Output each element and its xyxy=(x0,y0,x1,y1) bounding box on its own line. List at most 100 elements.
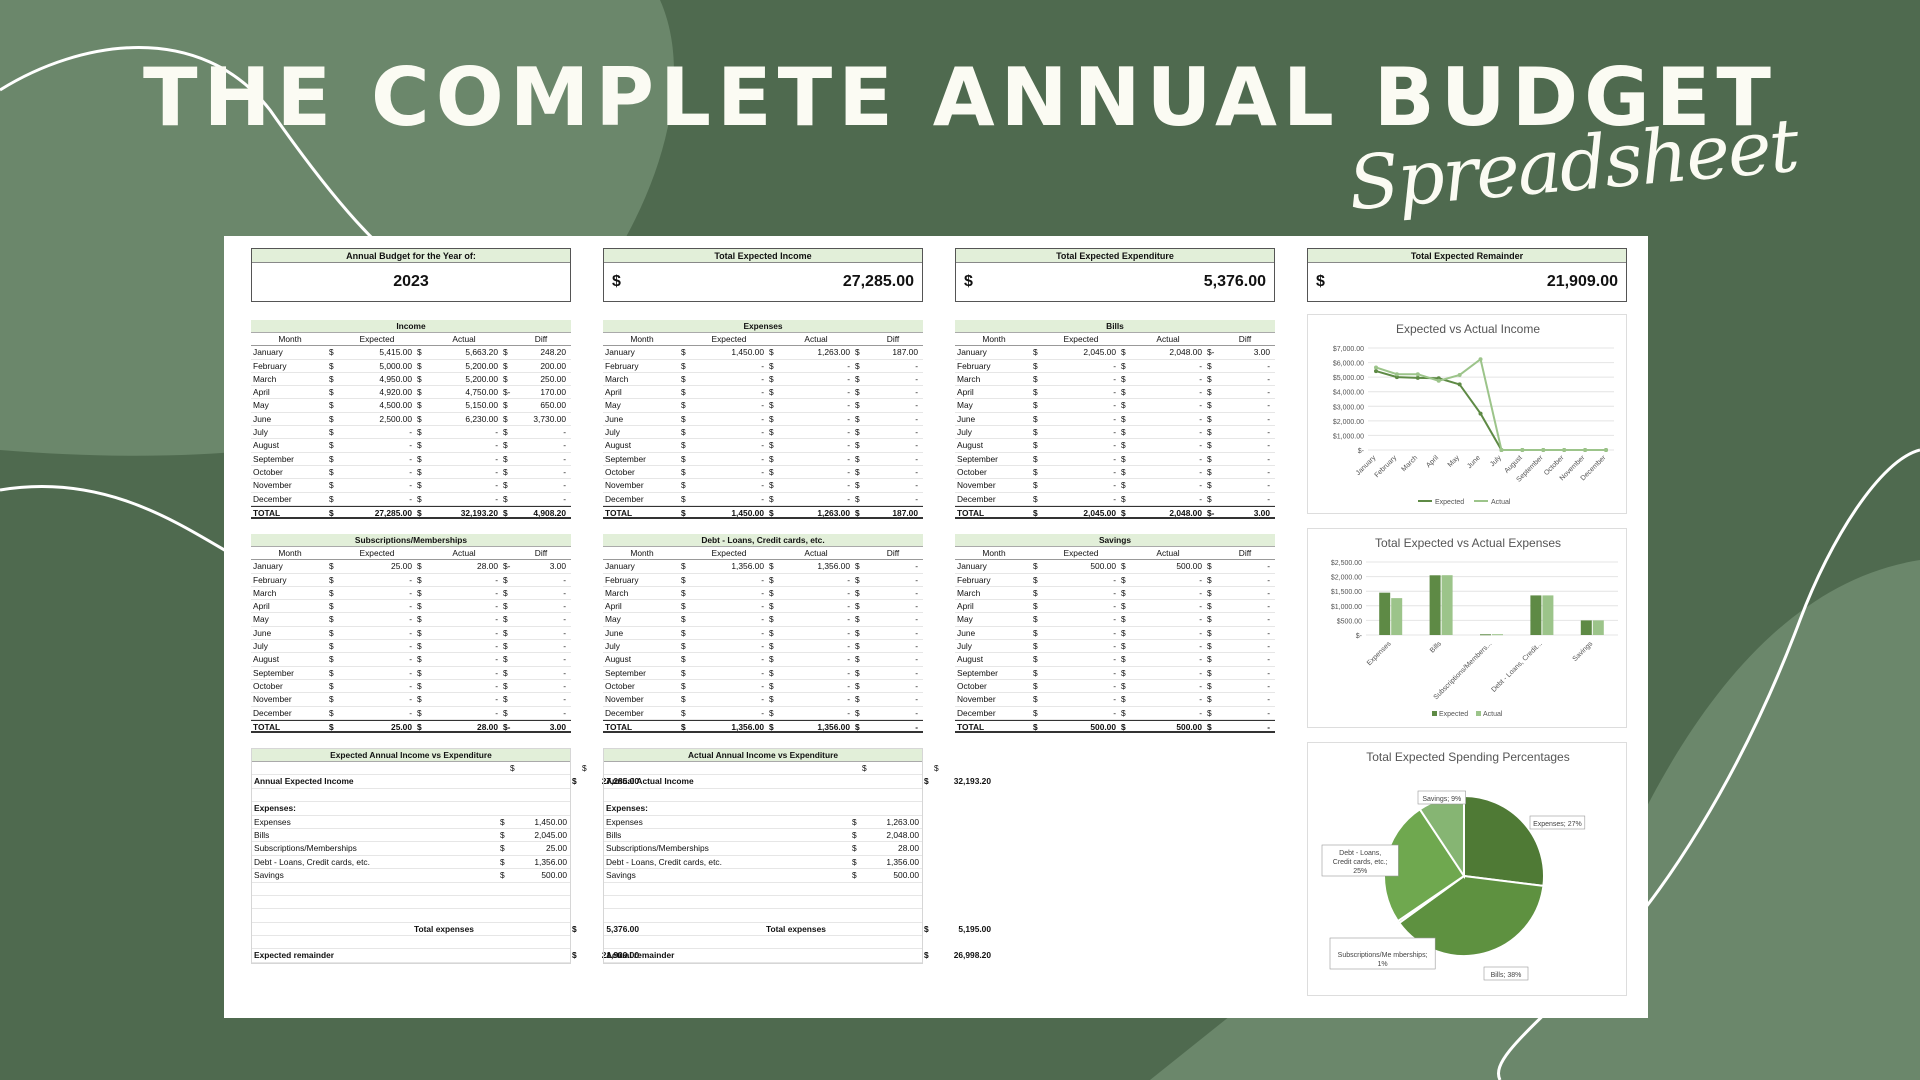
actual-cell[interactable]: - xyxy=(847,667,850,678)
actual-cell[interactable]: - xyxy=(1199,614,1202,625)
expected-cell[interactable]: - xyxy=(761,360,764,371)
expected-cell[interactable]: - xyxy=(1113,360,1116,371)
expected-cell[interactable]: - xyxy=(409,427,412,438)
expected-cell[interactable]: - xyxy=(409,694,412,705)
expected-cell[interactable]: - xyxy=(409,493,412,504)
actual-cell[interactable]: 2,048.00 xyxy=(1169,507,1202,518)
actual-cell[interactable]: - xyxy=(495,614,498,625)
expected-cell[interactable]: - xyxy=(409,601,412,612)
actual-cell[interactable]: - xyxy=(847,480,850,491)
expected-cell[interactable]: - xyxy=(409,641,412,652)
actual-cell[interactable]: - xyxy=(495,707,498,718)
actual-cell[interactable]: - xyxy=(847,466,850,477)
expected-cell[interactable]: - xyxy=(1113,587,1116,598)
expected-cell[interactable]: - xyxy=(409,627,412,638)
expected-cell[interactable]: - xyxy=(761,627,764,638)
expected-cell[interactable]: - xyxy=(1113,680,1116,691)
actual-cell[interactable]: - xyxy=(847,627,850,638)
expected-cell[interactable]: 500.00 xyxy=(1090,561,1116,572)
expected-cell[interactable]: - xyxy=(761,440,764,451)
expected-cell[interactable]: - xyxy=(409,574,412,585)
actual-cell[interactable]: 5,150.00 xyxy=(465,400,498,411)
expected-cell[interactable]: 1,450.00 xyxy=(731,347,764,358)
expected-cell[interactable]: - xyxy=(409,453,412,464)
expected-cell[interactable]: - xyxy=(1113,480,1116,491)
actual-cell[interactable]: 500.00 xyxy=(1176,721,1202,732)
actual-cell[interactable]: - xyxy=(1199,400,1202,411)
expected-cell[interactable]: - xyxy=(761,614,764,625)
expected-cell[interactable]: - xyxy=(761,480,764,491)
actual-cell[interactable]: - xyxy=(495,574,498,585)
actual-cell[interactable]: 2,048.00 xyxy=(1169,347,1202,358)
expected-cell[interactable]: - xyxy=(409,440,412,451)
actual-cell[interactable]: - xyxy=(1199,667,1202,678)
actual-cell[interactable]: - xyxy=(495,667,498,678)
actual-cell[interactable]: - xyxy=(847,614,850,625)
expected-cell[interactable]: 4,500.00 xyxy=(379,400,412,411)
actual-cell[interactable]: - xyxy=(847,360,850,371)
expected-cell[interactable]: 4,920.00 xyxy=(379,387,412,398)
expected-cell[interactable]: - xyxy=(761,453,764,464)
expected-cell[interactable]: - xyxy=(1113,453,1116,464)
expected-cell[interactable]: - xyxy=(761,574,764,585)
actual-cell[interactable]: - xyxy=(1199,601,1202,612)
actual-cell[interactable]: 28.00 xyxy=(477,561,498,572)
expected-cell[interactable]: - xyxy=(1113,627,1116,638)
expected-cell[interactable]: - xyxy=(761,373,764,384)
expected-cell[interactable]: - xyxy=(761,680,764,691)
actual-cell[interactable]: - xyxy=(847,373,850,384)
actual-cell[interactable]: - xyxy=(1199,627,1202,638)
expected-cell[interactable]: 1,356.00 xyxy=(731,721,764,732)
actual-cell[interactable]: 4,750.00 xyxy=(465,387,498,398)
actual-cell[interactable]: - xyxy=(847,694,850,705)
expected-cell[interactable]: - xyxy=(409,466,412,477)
actual-cell[interactable]: - xyxy=(847,601,850,612)
expected-cell[interactable]: - xyxy=(761,387,764,398)
actual-cell[interactable]: - xyxy=(495,587,498,598)
expected-cell[interactable]: - xyxy=(1113,493,1116,504)
expected-cell[interactable]: 2,500.00 xyxy=(379,413,412,424)
card-value[interactable]: 2023 xyxy=(393,273,429,290)
actual-cell[interactable]: - xyxy=(1199,466,1202,477)
expected-cell[interactable]: - xyxy=(761,493,764,504)
actual-cell[interactable]: - xyxy=(1199,440,1202,451)
expected-cell[interactable]: - xyxy=(761,694,764,705)
expected-cell[interactable]: - xyxy=(1113,614,1116,625)
expected-cell[interactable]: - xyxy=(409,707,412,718)
expected-cell[interactable]: - xyxy=(409,587,412,598)
expected-cell[interactable]: 4,950.00 xyxy=(379,373,412,384)
expected-cell[interactable]: - xyxy=(761,413,764,424)
actual-cell[interactable]: - xyxy=(1199,680,1202,691)
expected-cell[interactable]: - xyxy=(1113,373,1116,384)
expected-cell[interactable]: - xyxy=(761,667,764,678)
expected-cell[interactable]: 5,000.00 xyxy=(379,360,412,371)
expected-cell[interactable]: - xyxy=(409,480,412,491)
expected-cell[interactable]: - xyxy=(1113,466,1116,477)
actual-cell[interactable]: - xyxy=(495,480,498,491)
actual-cell[interactable]: 1,263.00 xyxy=(817,347,850,358)
actual-cell[interactable]: - xyxy=(847,574,850,585)
actual-cell[interactable]: 1,263.00 xyxy=(817,507,850,518)
expected-cell[interactable]: - xyxy=(761,641,764,652)
actual-cell[interactable]: - xyxy=(847,587,850,598)
expected-cell[interactable]: - xyxy=(409,667,412,678)
actual-cell[interactable]: - xyxy=(847,453,850,464)
actual-cell[interactable]: - xyxy=(495,453,498,464)
expected-cell[interactable]: - xyxy=(409,680,412,691)
actual-cell[interactable]: - xyxy=(847,654,850,665)
actual-cell[interactable]: 500.00 xyxy=(1176,561,1202,572)
actual-cell[interactable]: - xyxy=(847,493,850,504)
expected-cell[interactable]: 25.00 xyxy=(391,561,412,572)
actual-cell[interactable]: - xyxy=(495,493,498,504)
expected-cell[interactable]: - xyxy=(1113,694,1116,705)
actual-cell[interactable]: - xyxy=(495,627,498,638)
expected-cell[interactable]: 5,415.00 xyxy=(379,347,412,358)
actual-cell[interactable]: - xyxy=(495,654,498,665)
actual-cell[interactable]: - xyxy=(847,400,850,411)
actual-cell[interactable]: 6,230.00 xyxy=(465,413,498,424)
actual-cell[interactable]: 32,193.20 xyxy=(460,507,498,518)
actual-cell[interactable]: - xyxy=(495,466,498,477)
actual-cell[interactable]: 1,356.00 xyxy=(817,721,850,732)
actual-cell[interactable]: - xyxy=(847,440,850,451)
expected-cell[interactable]: 2,045.00 xyxy=(1083,507,1116,518)
